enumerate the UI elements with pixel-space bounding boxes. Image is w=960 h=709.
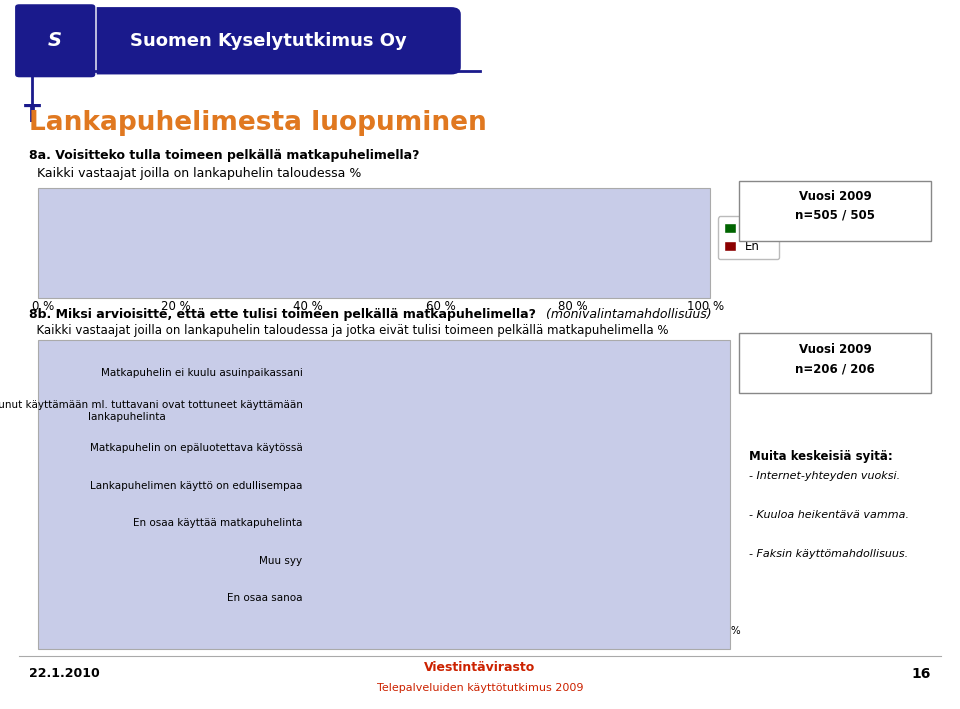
Text: - Faksin käyttömahdollisuus.: - Faksin käyttömahdollisuus. <box>749 549 908 559</box>
Text: Kaikki vastaajat joilla on lankapuhelin taloudessa %: Kaikki vastaajat joilla on lankapuhelin … <box>29 167 361 179</box>
Text: Kaikki vastaajat joilla on lankapuhelin taloudessa ja jotka eivät tulisi toimeen: Kaikki vastaajat joilla on lankapuhelin … <box>29 324 668 337</box>
Text: Telepalveluiden käyttötutkimus 2009: Telepalveluiden käyttötutkimus 2009 <box>376 683 584 693</box>
Text: Matkapuhelin on epäluotettava käytössä: Matkapuhelin on epäluotettava käytössä <box>89 443 302 453</box>
Text: Muita keskeisiä syitä:: Muita keskeisiä syitä: <box>749 450 893 463</box>
Text: En osaa käyttää matkapuhelinta: En osaa käyttää matkapuhelinta <box>133 518 302 528</box>
Text: - Kuuloa heikentävä vamma.: - Kuuloa heikentävä vamma. <box>749 510 909 520</box>
Text: Lankapuhelimesta luopuminen: Lankapuhelimesta luopuminen <box>29 110 487 136</box>
Text: Lankapuhelimen käyttö on edullisempaa: Lankapuhelimen käyttö on edullisempaa <box>90 481 302 491</box>
Text: S: S <box>48 31 61 50</box>
Bar <box>43 265 706 289</box>
Text: 16: 16 <box>912 666 931 681</box>
Text: 8b. Miksi arvioisitte, että ette tulisi toimeen pelkällä matkapuhelimella?: 8b. Miksi arvioisitte, että ette tulisi … <box>29 308 536 321</box>
Text: Olen tottunut käyttämään ml. tuttavani ovat tottuneet käyttämään
lankapuhelinta: Olen tottunut käyttämään ml. tuttavani o… <box>0 400 302 422</box>
Text: 13 %: 13 % <box>367 442 396 454</box>
Text: Matkapuhelin ei kuulu asuinpaikassani: Matkapuhelin ei kuulu asuinpaikassani <box>101 368 302 378</box>
Bar <box>307 474 470 497</box>
Legend: Kyllä, En: Kyllä, En <box>718 216 779 259</box>
Text: Suomen Kyselytutkimus Oy: Suomen Kyselytutkimus Oy <box>131 32 407 50</box>
Bar <box>307 512 324 535</box>
Text: 59 %: 59 % <box>220 243 257 257</box>
Bar <box>43 238 434 262</box>
Text: En osaa sanoa: En osaa sanoa <box>227 593 302 603</box>
Bar <box>307 437 362 459</box>
Text: T: T <box>24 103 41 127</box>
Bar <box>434 238 706 262</box>
Text: 41 %: 41 % <box>551 243 589 257</box>
Text: 22.1.2010: 22.1.2010 <box>29 667 100 680</box>
Bar <box>307 587 316 609</box>
Bar <box>43 211 706 235</box>
Text: Vuosi 2009
n=505 / 505: Vuosi 2009 n=505 / 505 <box>795 189 876 222</box>
Bar <box>307 362 324 384</box>
Bar <box>307 549 370 572</box>
Text: - Internet-yhteyden vuoksi.: - Internet-yhteyden vuoksi. <box>749 471 900 481</box>
Text: Viestintävirasto: Viestintävirasto <box>424 661 536 674</box>
Text: 39 %: 39 % <box>475 479 505 492</box>
Text: 15 %: 15 % <box>374 554 404 567</box>
Text: 8a. Voisitteko tulla toimeen pelkällä matkapuhelimella?: 8a. Voisitteko tulla toimeen pelkällä ma… <box>29 149 420 162</box>
Text: Vuosi 2009
n=206 / 206: Vuosi 2009 n=206 / 206 <box>795 343 876 376</box>
Text: 4 %: 4 % <box>329 367 351 380</box>
Text: 2 %: 2 % <box>321 591 343 605</box>
Text: Muu syy: Muu syy <box>259 556 302 566</box>
Text: 4 %: 4 % <box>329 517 351 530</box>
Text: 74 %: 74 % <box>621 404 651 417</box>
Bar <box>307 399 616 422</box>
Text: (monivalintamahdollisuus): (monivalintamahdollisuus) <box>542 308 712 321</box>
